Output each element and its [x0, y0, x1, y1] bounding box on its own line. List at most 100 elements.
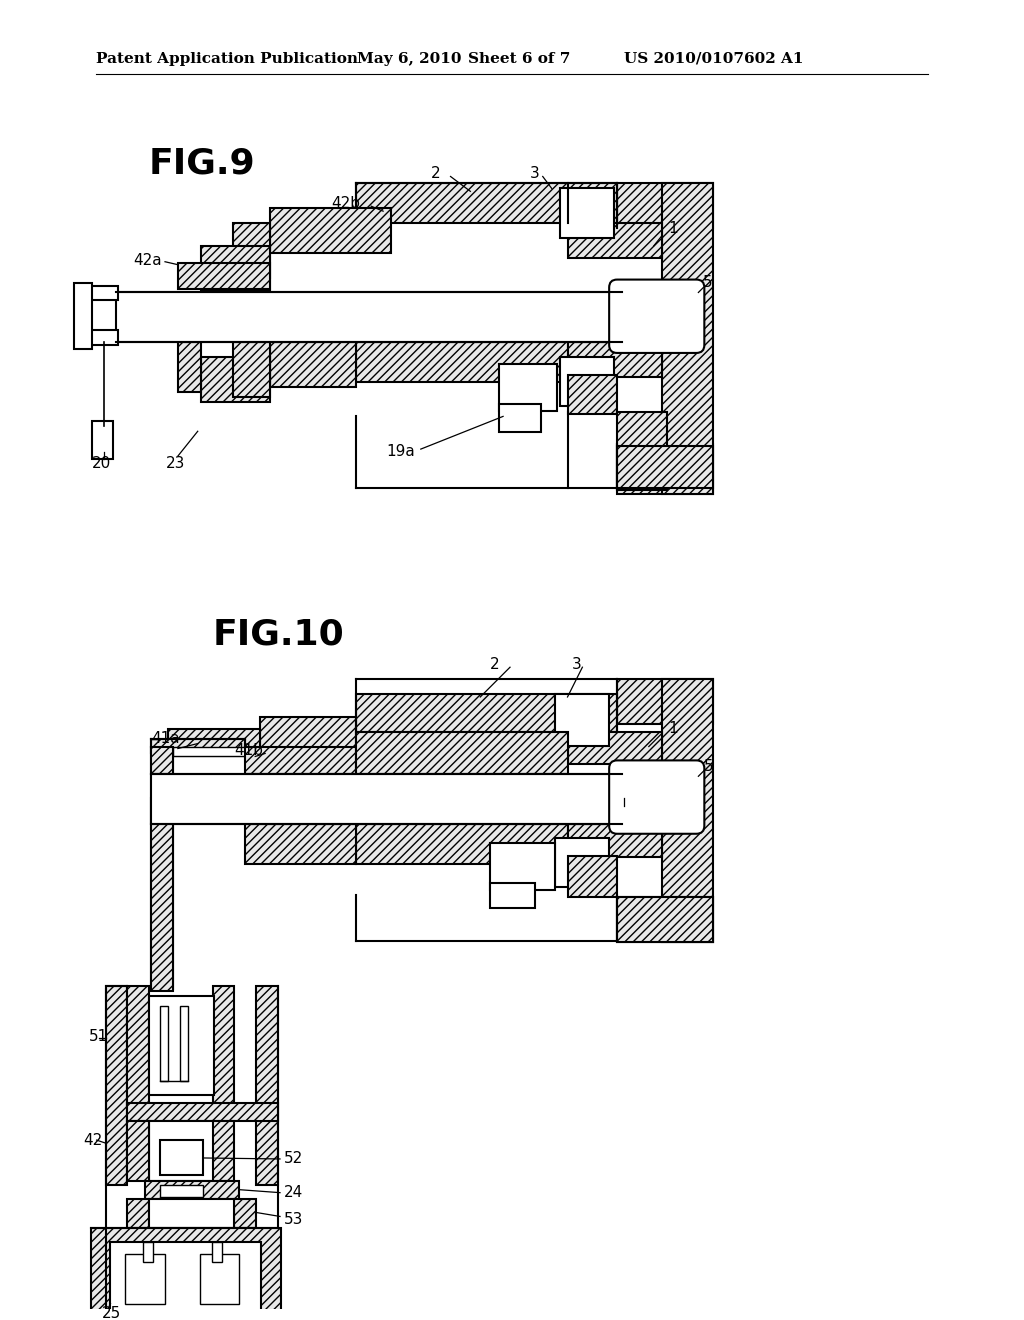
Text: 3: 3 — [571, 657, 582, 672]
Bar — [617, 446, 714, 488]
Bar — [125, 1254, 165, 1304]
Text: 24: 24 — [284, 1185, 303, 1200]
Bar — [127, 1104, 279, 1121]
Text: 41a: 41a — [152, 731, 180, 746]
Text: 42: 42 — [84, 1133, 103, 1147]
Text: 5: 5 — [703, 275, 713, 290]
Bar — [617, 444, 714, 494]
Bar — [91, 1229, 281, 1320]
Bar — [152, 747, 173, 775]
Bar — [567, 824, 662, 857]
Bar — [356, 694, 617, 731]
Text: FIG.9: FIG.9 — [148, 147, 255, 181]
Text: 42b: 42b — [332, 195, 360, 211]
Bar — [150, 1199, 234, 1229]
FancyBboxPatch shape — [609, 280, 705, 352]
Text: 53: 53 — [284, 1212, 303, 1226]
Bar — [617, 678, 714, 723]
Bar — [499, 404, 541, 432]
Bar — [152, 799, 173, 991]
Bar — [490, 842, 555, 890]
Bar — [152, 775, 622, 824]
Bar — [490, 883, 535, 908]
Text: 19a: 19a — [386, 444, 415, 458]
Bar — [567, 375, 617, 414]
Text: 41b: 41b — [234, 743, 263, 758]
Bar — [559, 189, 614, 238]
Bar — [160, 1140, 203, 1175]
Bar — [152, 747, 173, 990]
Bar — [143, 1242, 154, 1262]
Bar — [567, 731, 662, 764]
Bar — [356, 824, 567, 863]
Bar — [617, 412, 667, 490]
Bar — [111, 1242, 261, 1320]
Text: 20: 20 — [91, 457, 111, 471]
Text: 41: 41 — [640, 314, 659, 330]
Bar — [178, 342, 201, 392]
Bar — [233, 223, 270, 277]
Text: FIG.10: FIG.10 — [213, 618, 344, 652]
Bar — [559, 356, 614, 407]
Bar — [270, 342, 356, 387]
Bar — [152, 739, 246, 754]
Bar — [356, 731, 567, 775]
Bar — [555, 838, 609, 887]
Bar — [270, 209, 391, 253]
Bar — [233, 342, 270, 396]
Bar — [89, 330, 119, 345]
Bar — [160, 1006, 168, 1081]
Bar — [234, 1199, 256, 1229]
Bar — [499, 364, 557, 412]
Bar — [617, 898, 714, 942]
Text: 42a: 42a — [133, 253, 162, 268]
Bar — [200, 1254, 240, 1304]
Text: 25: 25 — [101, 1305, 121, 1320]
Bar — [617, 183, 714, 228]
Bar — [74, 282, 91, 348]
Bar — [567, 855, 617, 898]
FancyBboxPatch shape — [609, 760, 705, 834]
Text: Sheet 6 of 7: Sheet 6 of 7 — [468, 51, 570, 66]
Text: 1: 1 — [669, 721, 678, 737]
Text: 23: 23 — [166, 457, 185, 471]
Bar — [105, 986, 127, 1185]
Bar — [127, 986, 150, 1105]
Text: May 6, 2010: May 6, 2010 — [357, 51, 462, 66]
Bar — [662, 183, 714, 494]
Bar — [246, 824, 356, 863]
Bar — [617, 898, 714, 942]
Bar — [555, 694, 609, 746]
Text: 2: 2 — [431, 166, 440, 181]
Bar — [89, 285, 119, 301]
Bar — [356, 342, 567, 381]
Text: 1: 1 — [669, 220, 678, 235]
Bar — [662, 678, 714, 942]
Bar — [356, 183, 617, 223]
Bar — [180, 1006, 187, 1081]
Bar — [160, 1185, 203, 1197]
Bar — [212, 1242, 221, 1262]
Bar — [246, 747, 356, 775]
Text: Patent Application Publication: Patent Application Publication — [95, 51, 357, 66]
Text: US 2010/0107602 A1: US 2010/0107602 A1 — [624, 51, 804, 66]
Bar — [150, 997, 214, 1096]
Bar — [91, 421, 114, 459]
Bar — [256, 986, 279, 1185]
Bar — [178, 263, 270, 289]
Text: 51: 51 — [89, 1028, 108, 1044]
Bar — [168, 729, 260, 756]
Bar — [201, 356, 270, 401]
Bar — [213, 986, 234, 1105]
Bar — [260, 717, 356, 756]
Text: 2: 2 — [490, 657, 500, 672]
Text: 52: 52 — [284, 1151, 303, 1167]
Bar — [213, 1121, 234, 1181]
Bar — [127, 1121, 150, 1181]
Bar — [173, 747, 246, 756]
Bar — [567, 223, 662, 257]
Bar — [145, 1181, 240, 1199]
Bar — [127, 1199, 150, 1229]
Bar — [567, 342, 662, 376]
Text: 3: 3 — [529, 166, 540, 181]
